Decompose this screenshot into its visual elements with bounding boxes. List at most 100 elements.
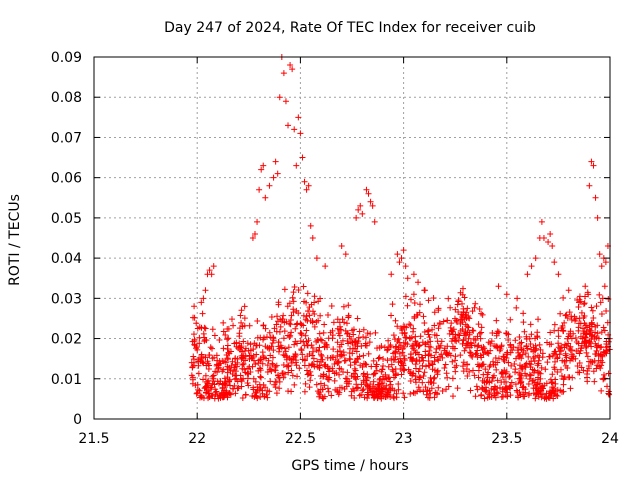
data-point — [257, 374, 264, 381]
data-point — [191, 303, 198, 310]
data-point — [204, 358, 211, 365]
data-point — [351, 387, 358, 394]
data-point — [517, 380, 524, 387]
data-point — [251, 394, 258, 401]
data-point — [233, 363, 240, 370]
data-point — [293, 162, 300, 169]
data-point — [216, 336, 223, 343]
data-point — [412, 340, 419, 347]
data-point — [494, 390, 501, 397]
data-point — [365, 190, 372, 197]
data-point — [492, 394, 499, 401]
data-point — [536, 369, 543, 376]
data-point — [572, 334, 579, 341]
data-point — [233, 339, 240, 346]
data-point — [322, 263, 329, 270]
data-point — [420, 313, 427, 320]
data-point — [317, 380, 324, 387]
data-point — [335, 359, 342, 366]
data-point — [291, 126, 298, 133]
data-point — [190, 314, 197, 321]
data-point — [304, 353, 311, 360]
y-axis-label: ROTI / TECUs — [7, 194, 23, 286]
data-point — [473, 383, 480, 390]
data-point — [469, 367, 476, 374]
data-point — [237, 312, 244, 319]
data-point — [310, 348, 317, 355]
data-point — [407, 322, 414, 329]
data-point — [307, 368, 314, 375]
data-point — [342, 327, 349, 334]
data-point — [411, 315, 418, 322]
data-point — [582, 293, 589, 300]
data-point — [193, 390, 200, 397]
data-point — [410, 328, 417, 335]
data-point — [586, 326, 593, 333]
data-point — [560, 294, 567, 301]
data-point — [258, 166, 265, 173]
data-point — [478, 362, 485, 369]
data-point — [582, 322, 589, 329]
data-point — [434, 371, 441, 378]
data-point — [390, 393, 397, 400]
data-point — [561, 319, 568, 326]
data-point — [244, 379, 251, 386]
data-point — [395, 359, 402, 366]
data-point — [474, 386, 481, 393]
data-point — [352, 337, 359, 344]
data-point — [356, 392, 363, 399]
data-point — [426, 387, 433, 394]
data-point — [285, 369, 292, 376]
data-point — [336, 371, 343, 378]
data-point — [555, 333, 562, 340]
data-point — [335, 391, 342, 398]
data-point — [241, 315, 248, 322]
data-point — [324, 344, 331, 351]
data-point — [407, 377, 414, 384]
data-point — [430, 295, 437, 302]
data-point — [520, 310, 527, 317]
data-point — [489, 329, 496, 336]
data-point — [256, 381, 263, 388]
data-point — [260, 162, 267, 169]
data-point — [241, 303, 248, 310]
data-point — [560, 376, 567, 383]
data-point — [316, 344, 323, 351]
data-point — [316, 365, 323, 372]
data-point — [427, 390, 434, 397]
data-point — [464, 361, 471, 368]
data-point — [200, 360, 207, 367]
data-point — [532, 255, 539, 262]
data-point — [551, 390, 558, 397]
data-point — [198, 353, 205, 360]
data-point — [288, 367, 295, 374]
data-point — [389, 301, 396, 308]
data-point — [200, 376, 207, 383]
data-point — [580, 301, 587, 308]
data-point — [337, 347, 344, 354]
data-point — [357, 202, 364, 209]
data-point — [275, 299, 282, 306]
data-point — [271, 325, 278, 332]
data-point — [210, 372, 217, 379]
x-tick-label: 23.5 — [491, 431, 522, 447]
data-point — [460, 359, 467, 366]
data-point — [249, 235, 256, 241]
data-point — [597, 365, 604, 372]
data-point — [551, 327, 558, 334]
data-point — [189, 363, 196, 370]
data-point — [220, 366, 227, 373]
data-point — [474, 347, 481, 354]
data-point — [514, 347, 521, 354]
data-point — [408, 351, 415, 358]
data-point — [387, 343, 394, 350]
data-point — [328, 303, 335, 310]
data-point — [228, 316, 235, 323]
data-point — [388, 355, 395, 362]
data-point — [316, 390, 323, 397]
data-point — [336, 319, 343, 326]
data-point — [520, 347, 527, 354]
data-point — [483, 387, 490, 394]
data-point — [395, 386, 402, 393]
data-point — [486, 389, 493, 396]
